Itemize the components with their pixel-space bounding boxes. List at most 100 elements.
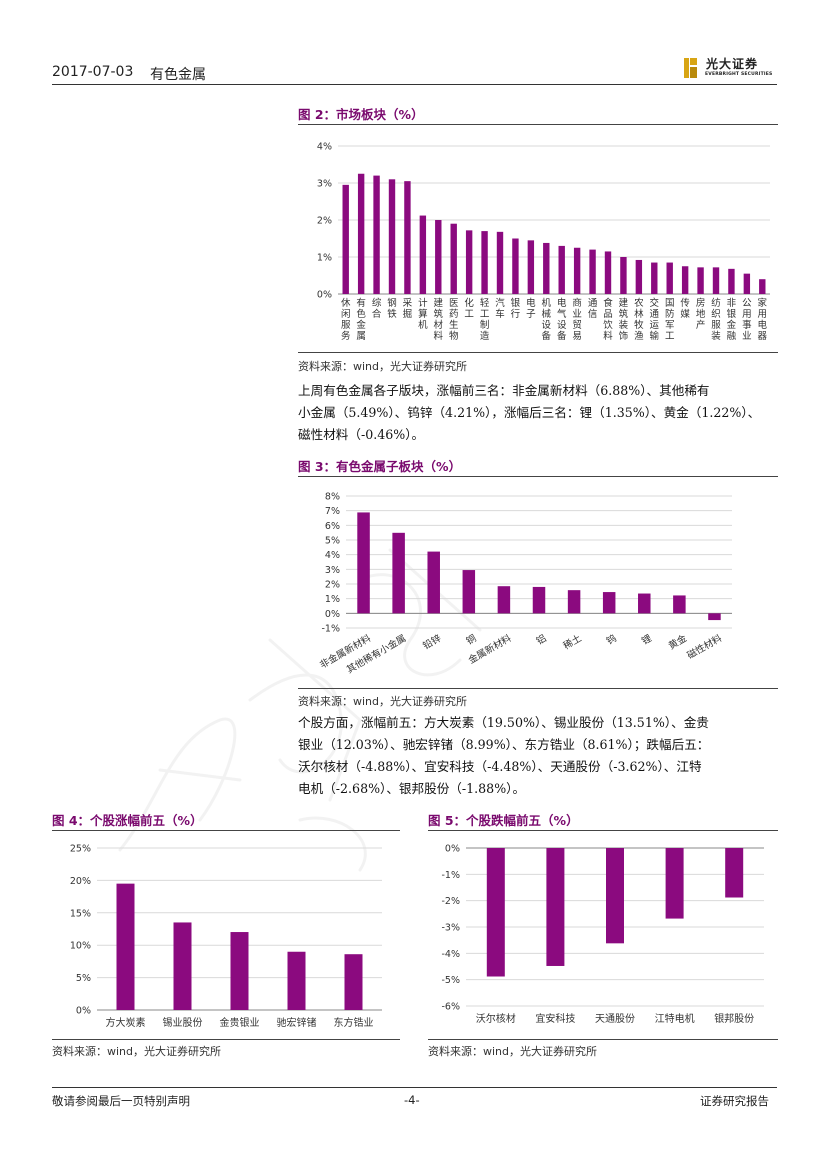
x-tick-label: 钨 <box>604 632 618 647</box>
x-tick-label: 造 <box>480 330 490 342</box>
x-tick-label: 铝 <box>534 632 548 647</box>
x-tick-label: 家 <box>758 297 768 309</box>
fig5-chart: -6% -5% -4% -3% -2% -1% 0% 沃尔核材 宜安科技 天通股份 江特电机 银邦股份 <box>442 844 764 1025</box>
x-tick-label: 饮 <box>603 319 613 331</box>
x-tick-label: 料 <box>434 330 444 342</box>
bar <box>546 848 565 966</box>
x-tick-label: 汽 <box>495 297 505 309</box>
x-tick-label: 药 <box>449 309 459 320</box>
x-tick-label: 合 <box>372 308 382 320</box>
x-tick-label: 其他稀有小金属 <box>345 632 409 676</box>
bar <box>635 259 643 294</box>
bar <box>638 593 651 614</box>
y-tick-label: 25% <box>70 844 91 855</box>
x-tick-label: 渔 <box>634 331 644 342</box>
x-tick-label: 商 <box>572 297 582 309</box>
x-tick-label: 建 <box>434 297 444 309</box>
x-tick-label: 银 <box>727 308 737 320</box>
x-tick-label: 计 <box>418 297 428 309</box>
paragraph-line: 沃尔核材（-4.88%）、宜安科技（-4.48%）、天通股份（-3.62%）、江… <box>298 759 702 774</box>
bar <box>357 173 365 294</box>
x-tick-label: 铅锌 <box>421 632 444 652</box>
y-tick-label: -4% <box>442 949 461 960</box>
header-rule <box>52 84 777 85</box>
fig2-title-rule <box>298 124 778 125</box>
x-tick-label: 防 <box>665 308 675 320</box>
x-tick-label: 采 <box>403 298 413 309</box>
x-tick-label: 生 <box>449 319 459 331</box>
x-tick-label: 械 <box>542 308 552 320</box>
x-tick-label: 制 <box>480 319 490 331</box>
bar <box>465 230 473 294</box>
report-date: 2017-07-03 <box>52 64 134 80</box>
bar <box>287 951 306 1010</box>
bar <box>573 247 581 294</box>
fig3-source: 资料来源：wind，光大证券研究所 <box>298 695 468 708</box>
x-tick-label: 通 <box>650 309 660 320</box>
bar <box>392 532 405 614</box>
y-tick-label: 2% <box>317 216 332 227</box>
x-tick-label: 纺 <box>711 297 721 309</box>
footer-disclaimer: 敬请参阅最后一页特别声明 <box>52 1094 190 1108</box>
x-tick-label: 军 <box>665 320 675 331</box>
bar <box>651 262 658 294</box>
x-tick-label: 信 <box>588 308 598 320</box>
x-tick-label: 化 <box>464 297 474 309</box>
y-tick-label: 6% <box>325 521 340 532</box>
x-tick-label: 贸 <box>572 319 582 331</box>
x-tick-label: 设 <box>542 320 552 331</box>
x-tick-label: 黄金 <box>666 632 689 652</box>
x-tick-label: 行 <box>511 308 521 320</box>
x-tick-label: 传 <box>680 297 690 309</box>
page-number: -4- <box>404 1093 420 1107</box>
x-tick-label: 钢 <box>387 297 397 309</box>
x-tick-label: 林 <box>634 308 644 320</box>
bar <box>673 595 686 614</box>
fig4-title-rule <box>52 830 400 831</box>
x-tick-label: 天通股份 <box>595 1013 635 1025</box>
fig3-title: 图 3：有色金属子板块（%） <box>298 459 462 474</box>
x-tick-label: 气 <box>557 308 567 320</box>
fig5-source: 资料来源：wind，光大证券研究所 <box>428 1045 598 1058</box>
y-tick-label: -1% <box>322 624 341 635</box>
y-tick-label: 4% <box>317 142 332 153</box>
x-tick-label: 电 <box>758 319 768 331</box>
x-tick-label: 建 <box>619 297 629 309</box>
fig2-source: 资料来源：wind，光大证券研究所 <box>298 360 468 373</box>
x-tick-label: 工 <box>464 309 474 320</box>
bar <box>743 273 751 294</box>
x-tick-label: 非 <box>727 297 737 309</box>
paragraph-line: 小金属（5.49%）、钨锌（4.21%），涨幅后三名：锂（1.35%）、黄金（1… <box>298 405 761 420</box>
bar <box>486 848 505 977</box>
x-tick-label: 易 <box>572 331 582 342</box>
x-tick-label: 金贵银业 <box>220 1016 260 1029</box>
bar <box>728 268 735 294</box>
y-tick-label: 3% <box>317 179 332 190</box>
paragraph-line: 磁性材料（-0.46%）。 <box>298 427 425 442</box>
paragraph-line: 电机（-2.68%）、银邦股份（-1.88%）。 <box>298 781 526 796</box>
bar <box>342 184 349 294</box>
x-tick-label: 用 <box>758 309 768 320</box>
bar <box>606 848 624 944</box>
bar <box>558 245 565 294</box>
x-tick-label: 机 <box>418 319 428 331</box>
x-tick-label: 轻 <box>480 297 490 309</box>
bar <box>759 279 766 294</box>
x-tick-label: 服 <box>341 320 351 331</box>
y-tick-label: 5% <box>76 973 91 984</box>
x-tick-label: 农 <box>634 297 644 309</box>
x-tick-label: 有 <box>356 297 366 309</box>
x-tick-label: 算 <box>418 308 428 320</box>
fig5-title: 图 5：个股跌幅前五（%） <box>428 813 579 828</box>
bar <box>589 249 596 294</box>
x-tick-label: 掘 <box>403 308 413 320</box>
x-tick-label: 磁性材料 <box>685 632 724 662</box>
x-tick-label: 锂 <box>640 632 655 647</box>
y-tick-label: 15% <box>70 908 91 919</box>
x-tick-label: 通 <box>588 298 598 309</box>
bar <box>708 613 721 621</box>
x-tick-label: 驰宏锌锗 <box>277 1016 317 1029</box>
bar <box>427 551 440 614</box>
fig4-source-rule <box>52 1039 400 1040</box>
x-tick-label: 业 <box>572 309 582 320</box>
